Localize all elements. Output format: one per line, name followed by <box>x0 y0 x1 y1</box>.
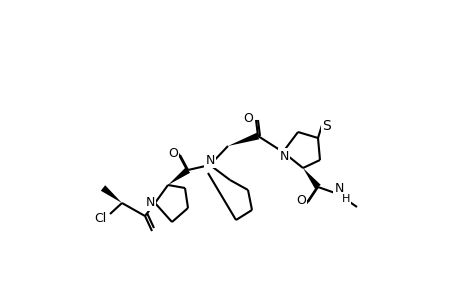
Text: N: N <box>279 149 288 163</box>
Text: N: N <box>334 182 343 196</box>
Polygon shape <box>101 185 122 203</box>
Text: S: S <box>322 119 330 133</box>
Text: O: O <box>168 146 178 160</box>
Text: O: O <box>242 112 252 124</box>
Text: O: O <box>296 194 305 208</box>
Text: H: H <box>341 194 349 204</box>
Text: N: N <box>145 196 154 209</box>
Text: N: N <box>205 154 214 166</box>
Polygon shape <box>228 133 258 146</box>
Polygon shape <box>168 167 190 185</box>
Polygon shape <box>302 168 320 189</box>
Text: Cl: Cl <box>94 212 106 224</box>
